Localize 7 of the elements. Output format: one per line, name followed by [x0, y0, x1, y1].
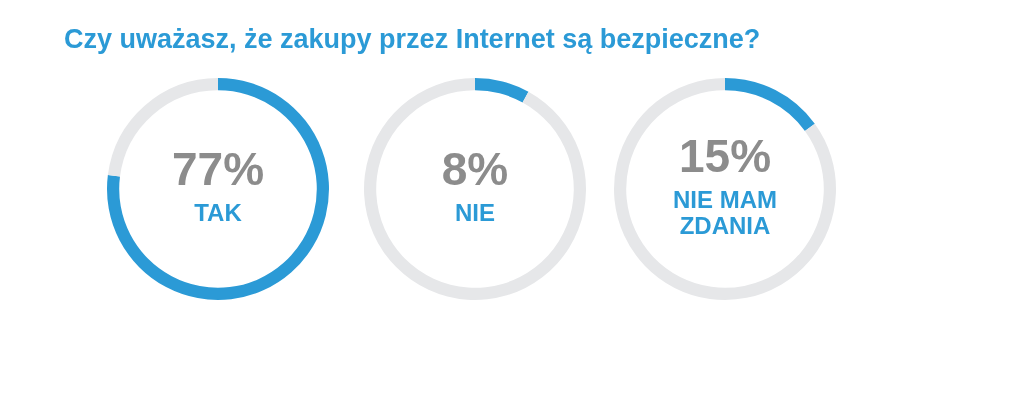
slice-label: NIE MAM ZDANIA [673, 185, 777, 239]
slice-label: TAK [194, 198, 243, 226]
data-label: 15% [678, 129, 772, 182]
data-label: 8% [441, 142, 509, 195]
data-label: 77% [171, 142, 265, 195]
text: Czy uważasz, że zakupy przez Internet są bezpieczne? [64, 24, 761, 55]
slice-label: NIE [454, 198, 496, 226]
